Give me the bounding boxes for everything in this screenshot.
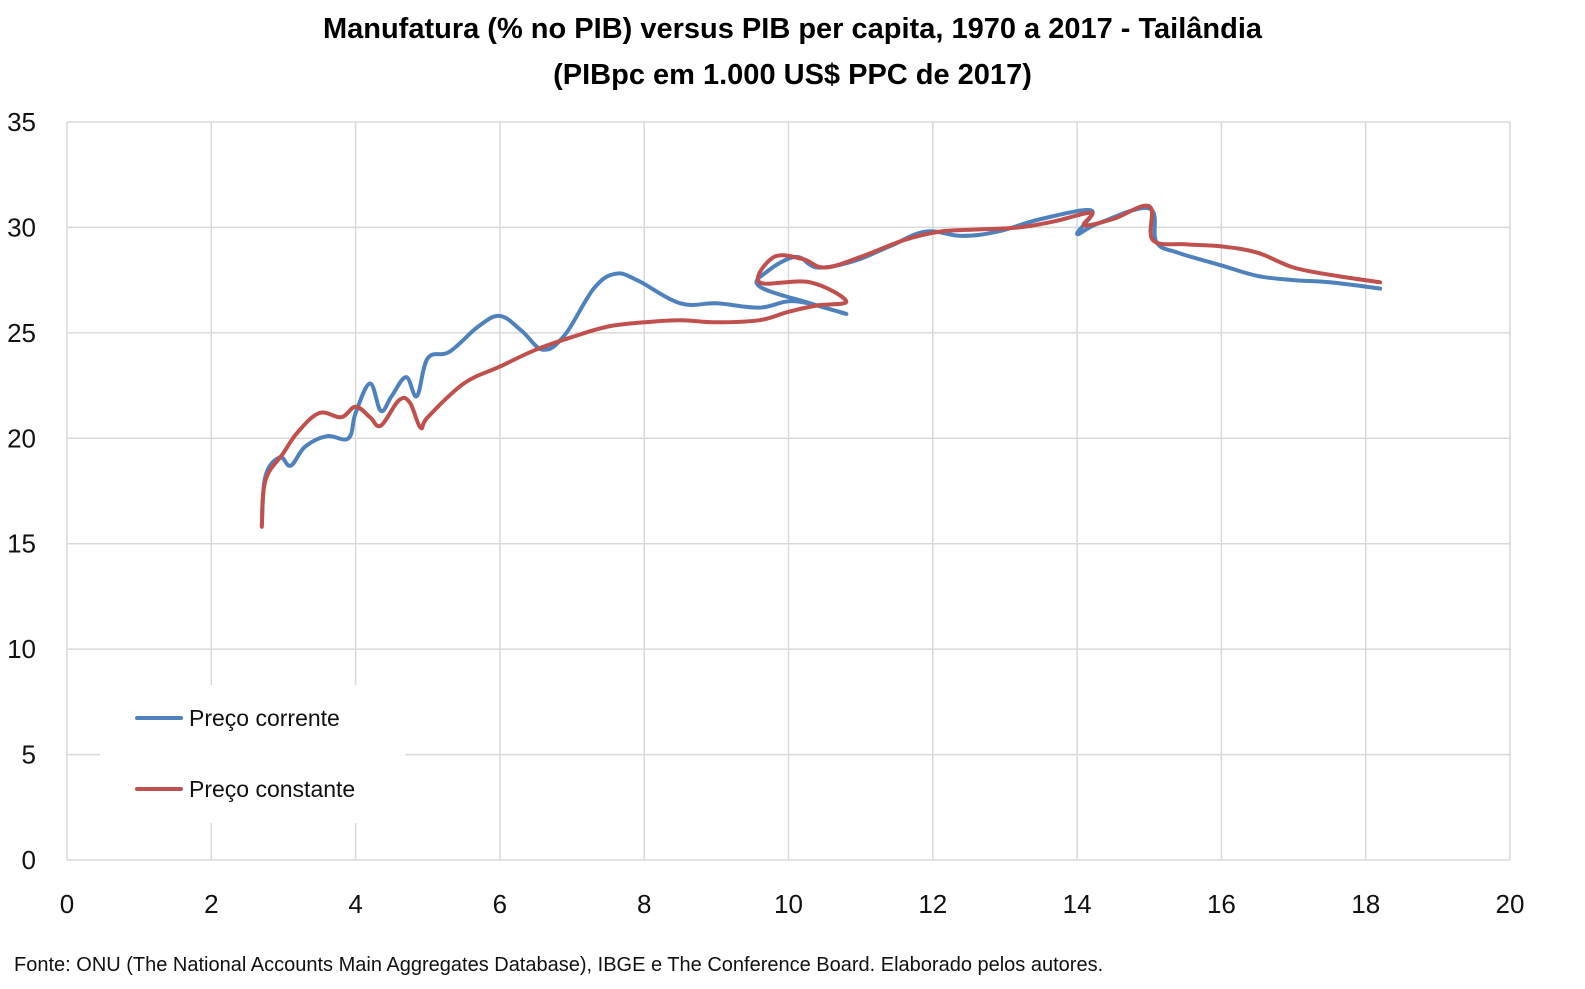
legend-label: Preço corrente — [189, 705, 340, 731]
source-note: Fonte: ONU (The National Accounts Main A… — [14, 954, 1104, 976]
y-tick-labels: 0 5 10 15 20 25 30 35 — [7, 107, 36, 875]
series-line-preco-constante — [259, 203, 1383, 529]
x-tick-label: 16 — [1207, 889, 1236, 919]
series-line-preco-corrente — [259, 205, 1383, 527]
y-tick-label: 5 — [22, 740, 36, 770]
x-tick-label: 18 — [1351, 889, 1380, 919]
y-tick-label: 15 — [7, 529, 36, 559]
x-tick-label: 4 — [348, 889, 362, 919]
legend-box — [100, 685, 405, 823]
y-tick-label: 35 — [7, 107, 36, 137]
y-tick-label: 20 — [7, 423, 36, 453]
x-tick-label: 6 — [493, 889, 507, 919]
legend-label: Preço constante — [189, 776, 355, 802]
series-lines — [259, 203, 1383, 529]
x-tick-label: 14 — [1063, 889, 1092, 919]
chart-title: Manufatura (% no PIB) versus PIB per cap… — [322, 13, 1263, 45]
x-tick-label: 12 — [918, 889, 947, 919]
x-tick-labels: 0 2 4 6 8 10 12 14 16 18 20 — [60, 889, 1525, 919]
y-tick-label: 10 — [7, 634, 36, 664]
y-tick-label: 30 — [7, 212, 36, 242]
x-tick-label: 20 — [1496, 889, 1525, 919]
x-tick-label: 8 — [637, 889, 651, 919]
chart-subtitle: (PIBpc em 1.000 US$ PPC de 2017) — [553, 59, 1032, 91]
legend: Preço corrente Preço constante — [100, 685, 405, 823]
y-tick-label: 25 — [7, 318, 36, 348]
y-tick-label: 0 — [22, 845, 36, 875]
x-tick-label: 2 — [204, 889, 218, 919]
gridlines — [66, 121, 1511, 861]
x-tick-label: 10 — [774, 889, 803, 919]
chart-canvas: 0 2 4 6 8 10 12 14 16 18 20 0 5 10 15 20 25 30 35 Preço c… — [7, 107, 1525, 919]
x-tick-label: 0 — [60, 889, 74, 919]
